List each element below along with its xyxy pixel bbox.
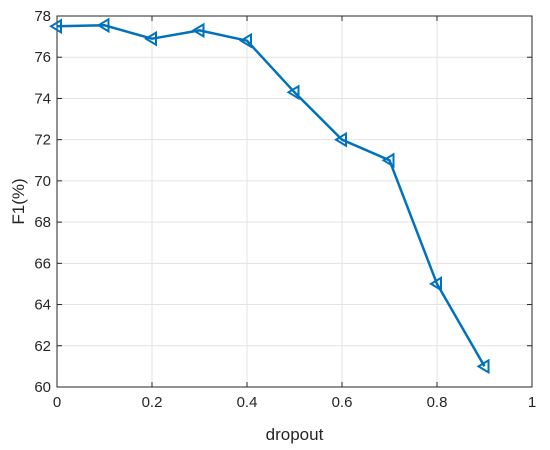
x-tick-label: 0	[53, 394, 61, 411]
x-tick-label: 1	[528, 394, 536, 411]
data-point	[429, 276, 442, 292]
data-point	[144, 30, 157, 47]
data-point	[476, 358, 490, 375]
y-tick-label: 74	[34, 90, 51, 107]
x-tick-label: 0.8	[427, 394, 448, 411]
y-tick-label: 64	[34, 297, 51, 314]
data-point	[334, 131, 347, 148]
data-point	[381, 152, 395, 169]
data-point	[49, 18, 62, 35]
data-point	[239, 32, 252, 49]
x-tick-label: 0.2	[142, 394, 163, 411]
ticks: 0 0.2 0.4 0.6 0.8 1 60 62 64 66 68 70 72 74 76 78	[34, 8, 536, 411]
y-tick-label: 76	[34, 49, 51, 66]
series-line	[56, 24, 486, 368]
plot-area	[57, 16, 532, 387]
x-tick-label: 0.4	[237, 394, 258, 411]
data-point	[286, 84, 300, 101]
x-tick-label: 0.6	[332, 394, 353, 411]
axes-box	[56, 15, 533, 388]
y-axis-label: F1(%)	[9, 178, 28, 224]
y-tick-label: 60	[34, 379, 51, 396]
y-tick-label: 70	[34, 173, 51, 190]
y-tick-label: 66	[34, 255, 51, 272]
y-tick-label: 72	[34, 132, 51, 149]
data-point	[191, 22, 205, 39]
x-axis-label: dropout	[266, 425, 324, 444]
y-tick-label: 68	[34, 214, 51, 231]
series	[49, 17, 490, 375]
grid	[56, 15, 533, 388]
y-tick-label: 62	[34, 338, 51, 355]
data-point	[96, 17, 110, 34]
y-tick-label: 78	[34, 8, 51, 25]
